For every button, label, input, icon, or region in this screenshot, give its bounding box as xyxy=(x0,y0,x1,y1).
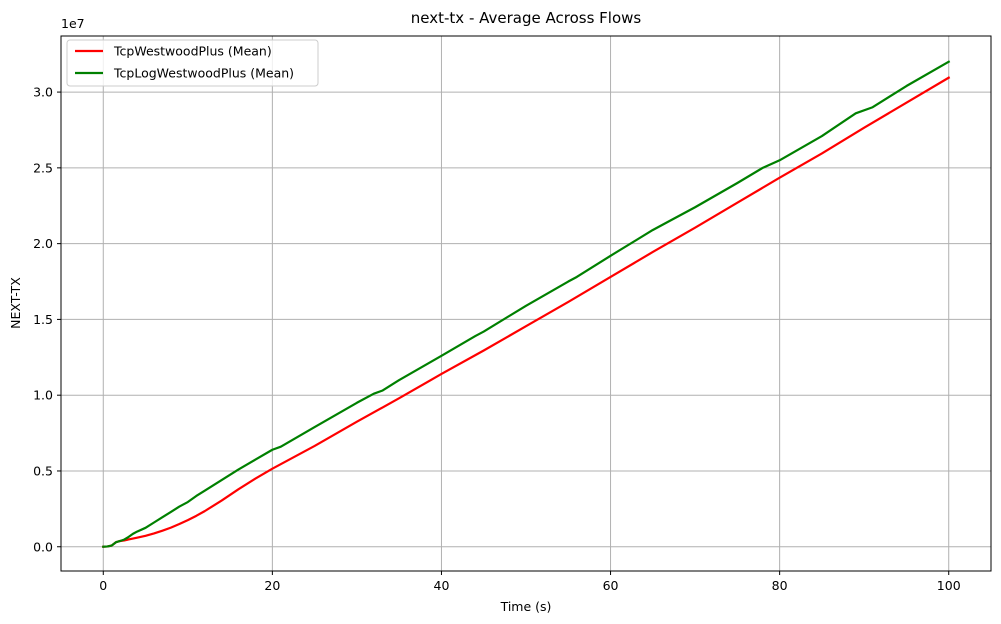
y-axis-label: NEXT-TX xyxy=(8,277,23,329)
legend-label-0: TcpWestwoodPlus (Mean) xyxy=(113,44,272,59)
y-tick-label: 1.0 xyxy=(33,388,53,403)
x-axis-label: Time (s) xyxy=(500,599,552,614)
x-tick-label: 0 xyxy=(99,578,107,593)
x-tick-label: 40 xyxy=(434,578,450,593)
y-tick-label: 0.5 xyxy=(33,463,53,478)
chart-title: next-tx - Average Across Flows xyxy=(411,9,642,27)
x-tick-label: 60 xyxy=(603,578,619,593)
y-tick-label: 0.0 xyxy=(33,539,53,554)
plot-area-frame xyxy=(60,35,992,572)
y-axis-offset-label: 1e7 xyxy=(61,16,85,31)
y-tick-label: 1.5 xyxy=(33,312,53,327)
y-tick-label: 2.5 xyxy=(33,160,53,175)
x-tick-label: 100 xyxy=(937,578,961,593)
legend-box xyxy=(66,39,319,87)
y-tick-label: 2.0 xyxy=(33,236,53,251)
legend-label-1: TcpLogWestwoodPlus (Mean) xyxy=(113,66,294,81)
series-line-0 xyxy=(102,76,951,548)
x-tick-label: 80 xyxy=(772,578,788,593)
x-tick-label: 20 xyxy=(264,578,280,593)
ticks: 0 20 40 60 80 100 0.0 0.5 1.0 1.5 2.0 2.5 3.0 xyxy=(33,85,961,593)
legend: TcpWestwoodPlus (Mean) TcpLogWestwoodPlus… xyxy=(66,39,319,87)
series-line-1 xyxy=(102,60,951,548)
y-tick-label: 3.0 xyxy=(33,85,53,100)
series-layer xyxy=(102,60,951,548)
grid xyxy=(61,36,991,571)
